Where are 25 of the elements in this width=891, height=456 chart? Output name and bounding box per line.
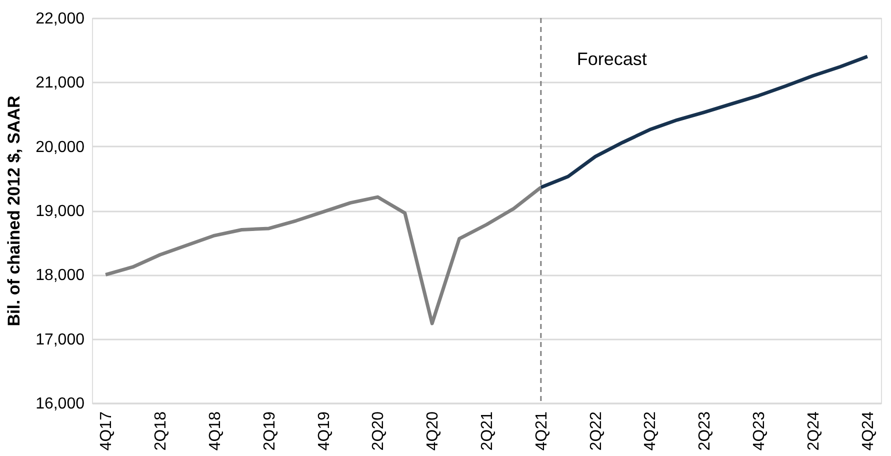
x-tick-label: 4Q24 (860, 411, 877, 451)
y-tick-label: 20,000 (36, 138, 85, 156)
x-tick-label: 4Q22 (642, 411, 660, 451)
y-axis-title: Bil. of chained 2012 $, SAAR (4, 96, 24, 326)
y-tick-label: 16,000 (36, 396, 85, 412)
x-tick-label: 2Q24 (805, 411, 822, 451)
y-tick-label: 21,000 (36, 74, 85, 92)
x-tick-label: 2Q23 (696, 411, 714, 451)
x-tick-label: 4Q19 (316, 411, 333, 451)
y-tick-label: 17,000 (36, 331, 85, 348)
y-tick-label: 18,000 (36, 267, 85, 284)
y-tick-label: 19,000 (36, 203, 85, 220)
x-tick-label: 2Q20 (370, 411, 388, 451)
x-tick-label: 4Q21 (533, 411, 550, 451)
line-series (539, 54, 870, 190)
x-tick-label: 2Q22 (588, 411, 605, 451)
x-tick-label: 4Q23 (751, 411, 768, 451)
x-tick-label: 2Q19 (261, 411, 278, 451)
x-tick-label: 4Q17 (98, 411, 116, 451)
x-tick-label: 4Q20 (424, 411, 442, 451)
y-tick-label: 22,000 (36, 10, 85, 28)
x-tick-label: 2Q21 (479, 411, 496, 451)
x-tick-label: 2Q18 (152, 411, 170, 451)
annotation: Forecast (576, 49, 647, 69)
x-tick-label: 4Q18 (206, 411, 224, 451)
